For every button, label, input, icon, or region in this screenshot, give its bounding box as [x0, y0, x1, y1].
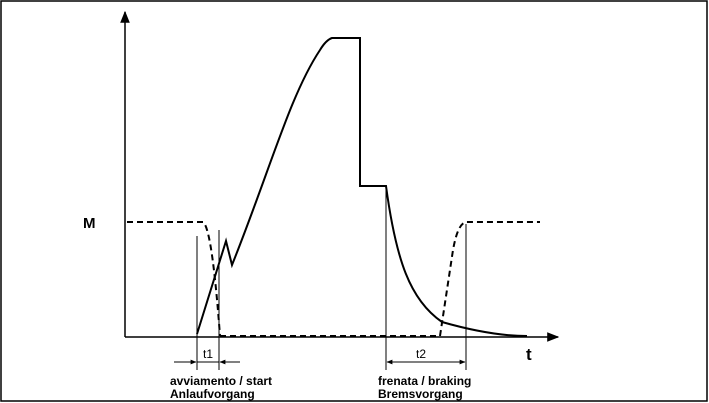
braking-caption-line1: frenata / braking: [378, 374, 471, 388]
t2-label: t2: [416, 347, 426, 361]
load-torque-dashed-left: [127, 221, 221, 337]
t1-label: t1: [203, 347, 213, 361]
y-axis-label: M: [83, 215, 96, 232]
load-torque-dashed-right: [439, 221, 540, 337]
x-axis-label: t: [526, 345, 532, 364]
motor-torque-curve: [196, 37, 528, 337]
braking-caption-line2: Bremsvorgang: [378, 387, 463, 401]
start-caption-line2: Anlaufvorgang: [170, 387, 255, 401]
start-caption-line1: avviamento / start: [170, 374, 272, 388]
